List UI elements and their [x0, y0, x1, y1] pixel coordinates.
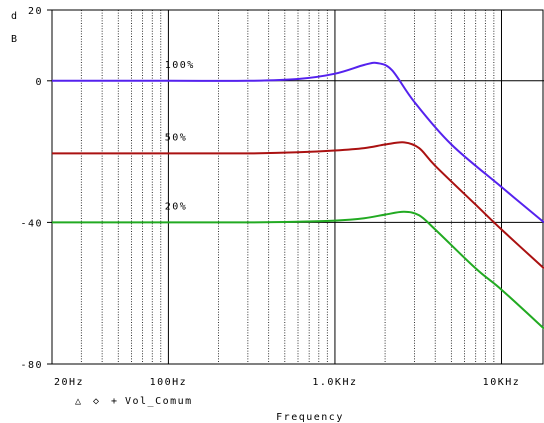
x-tick-label: 100Hz: [150, 377, 188, 388]
x-tick-label: 10KHz: [483, 377, 521, 388]
y-axis-label-d: d: [11, 11, 19, 22]
grid: [52, 10, 544, 364]
legend-marker-plus-icon: +: [111, 396, 119, 407]
series-group: 100% 50% 20%: [52, 60, 544, 330]
y-tick-labels: 20 0 -40 -80: [20, 6, 52, 371]
series-label: 50%: [165, 132, 188, 143]
series-label: 20%: [165, 201, 188, 212]
x-tick-label: 1.0KHz: [312, 377, 357, 388]
x-tick-label: 20Hz: [54, 377, 84, 388]
y-tick-label: 20: [28, 6, 43, 17]
plot-frame: [51, 9, 544, 365]
x-axis-label: Frequency: [276, 412, 344, 423]
y-tick-label: 0: [35, 77, 43, 88]
legend: △ ◇ + Vol_Comum: [75, 396, 193, 407]
y-axis-label-b: B: [11, 34, 19, 45]
series-line-100pct: [52, 61, 544, 224]
series-line-50pct: [52, 141, 544, 270]
series-line-20pct: [52, 210, 544, 330]
y-tick-label: -40: [20, 218, 43, 229]
x-tick-labels: 20Hz 100Hz 1.0KHz 10KHz: [54, 377, 521, 388]
legend-marker-triangle-icon: △: [75, 396, 83, 407]
series-label: 100%: [165, 60, 195, 71]
y-tick-label: -80: [20, 360, 43, 371]
legend-label: Vol_Comum: [125, 396, 193, 407]
legend-marker-diamond-icon: ◇: [93, 396, 101, 407]
